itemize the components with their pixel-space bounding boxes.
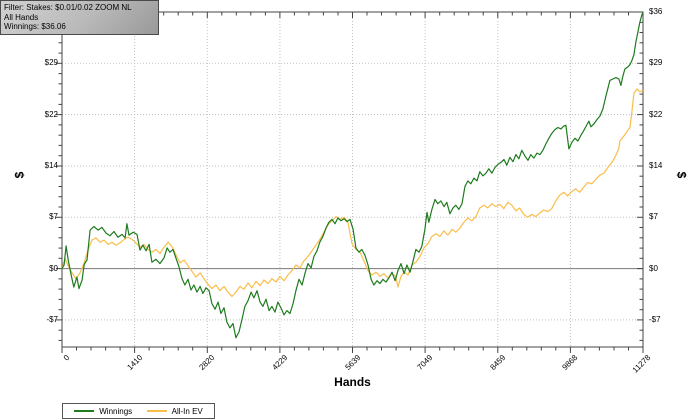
legend-allin-ev-label: All-In EV xyxy=(171,406,203,416)
legend-item-allin-ev: All-In EV xyxy=(146,406,203,416)
y-tick-label-right: $22 xyxy=(649,110,663,119)
legend-item-winnings: Winnings xyxy=(74,407,132,416)
y-tick-label-right: $7 xyxy=(649,212,658,221)
winnings-line xyxy=(61,11,644,339)
filter-info-box: Filter: Stakes: $0.01/0.02 ZOOM NL All H… xyxy=(0,0,159,35)
allin-ev-line xyxy=(61,88,644,297)
legend-winnings-label: Winnings xyxy=(99,406,133,416)
y-tick-label-left: $29 xyxy=(44,58,58,67)
y-tick-label-right: $36 xyxy=(649,7,663,16)
y-tick-label-left: $0 xyxy=(49,264,58,273)
plot-frame xyxy=(61,11,644,348)
y-tick-label-right: $29 xyxy=(649,58,663,67)
y-tick-label-left: $7 xyxy=(49,212,58,221)
y-axis-title-right: $ xyxy=(674,171,689,179)
winnings-line-swatch xyxy=(74,410,95,412)
y-tick-label-left: -$7 xyxy=(46,315,58,324)
x-axis-title: Hands xyxy=(334,375,371,389)
y-tick-label-right: -$7 xyxy=(649,315,661,324)
allin-ev-line-swatch xyxy=(146,410,167,412)
y-tick-label-right: $14 xyxy=(649,161,663,170)
info-hands-line: All Hands xyxy=(4,12,39,22)
info-filter-line: Filter: Stakes: $0.01/0.02 ZOOM NL xyxy=(4,3,132,12)
legend: Winnings All-In EV xyxy=(62,403,215,419)
y-tick-label-left: $14 xyxy=(44,161,58,170)
y-tick-label-left: $22 xyxy=(44,110,58,119)
y-tick-label-right: $0 xyxy=(649,264,658,273)
y-axis-title-left: $ xyxy=(12,171,27,179)
info-winnings-line: Winnings: $36.06 xyxy=(4,22,66,31)
